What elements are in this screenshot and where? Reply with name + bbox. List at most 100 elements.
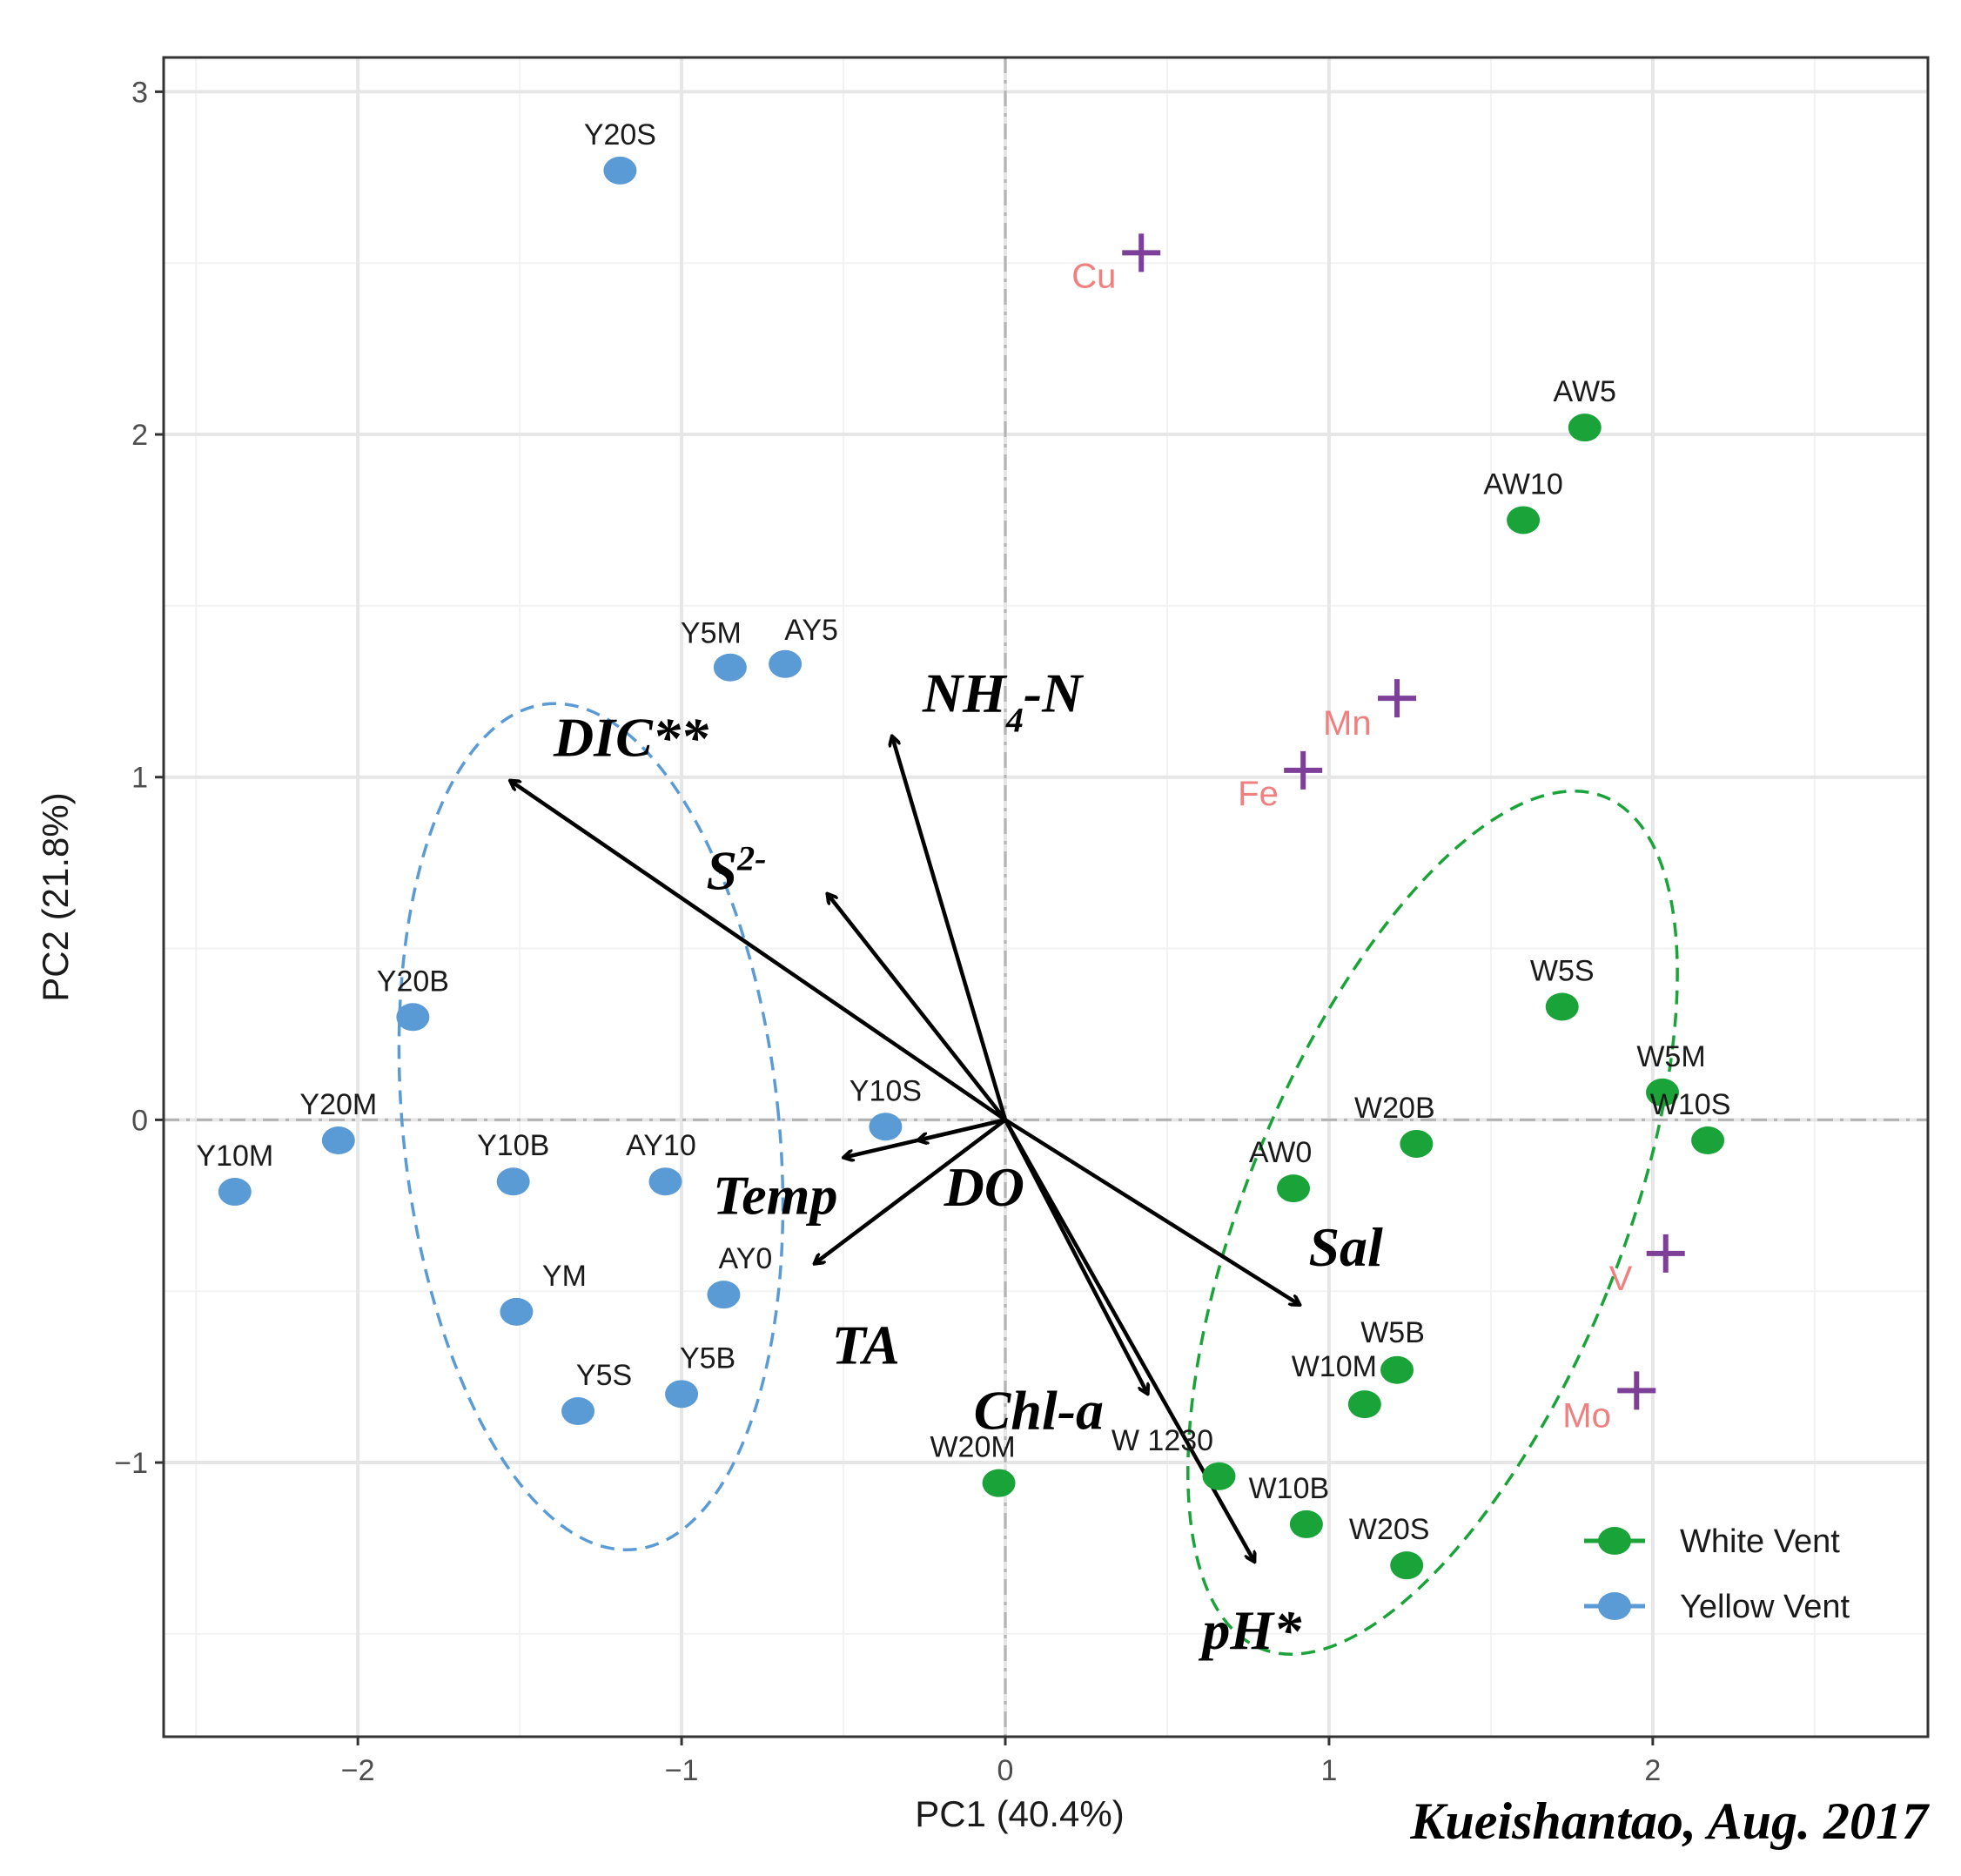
metal-marker-cu xyxy=(1122,233,1161,272)
x-axis-title: PC1 (40.4%) xyxy=(915,1793,1124,1834)
data-point-yellow-vent xyxy=(713,653,747,682)
metal-label-mo: Mo xyxy=(1562,1396,1611,1435)
confidence-ellipse-white-vent xyxy=(1186,789,1679,1656)
data-point-yellow-vent xyxy=(396,1003,430,1032)
data-point-white-vent xyxy=(1507,506,1541,535)
vector-label-ph: pH* xyxy=(1198,1599,1302,1661)
data-point-white-vent xyxy=(1347,1390,1381,1419)
point-label: W5M xyxy=(1636,1040,1705,1073)
y-tick-label: 2 xyxy=(131,419,148,452)
metal-marker-mo xyxy=(1617,1371,1656,1410)
metal-marker-mn xyxy=(1378,679,1417,718)
data-point-yellow-vent xyxy=(665,1380,699,1409)
y-tick-label: 3 xyxy=(131,76,148,109)
metal-marker-v xyxy=(1646,1234,1685,1273)
vector-arrow-ta xyxy=(815,1118,1007,1263)
vector-label-do: DO xyxy=(944,1156,1024,1218)
data-point-yellow-vent xyxy=(561,1397,595,1426)
vector-arrow-sal xyxy=(1004,1118,1299,1305)
point-label: AW0 xyxy=(1249,1136,1312,1169)
data-point-white-vent xyxy=(1380,1355,1414,1384)
point-label: AY0 xyxy=(719,1242,773,1275)
vector-label-s2: S2- xyxy=(707,838,767,901)
data-point-yellow-vent xyxy=(769,649,803,678)
legend-label: Yellow Vent xyxy=(1680,1589,1850,1625)
vector-label-chla: Chl-a xyxy=(974,1379,1104,1441)
figure-caption: Kueishantao, Aug. 2017 xyxy=(1409,1792,1930,1850)
plot-background xyxy=(164,57,1928,1737)
data-point-white-vent xyxy=(1691,1126,1725,1155)
legend-label: White Vent xyxy=(1680,1523,1840,1560)
point-label: AW5 xyxy=(1554,375,1616,408)
metal-marker-fe xyxy=(1284,750,1323,790)
data-point-white-vent xyxy=(1202,1462,1236,1490)
point-label: Y10M xyxy=(196,1140,273,1173)
vector-arrow-s2 xyxy=(827,894,1007,1121)
point-label: AY5 xyxy=(784,614,838,647)
y-axis-title: PC2 (21.8%) xyxy=(35,792,76,1001)
point-label: W10M xyxy=(1292,1350,1377,1383)
point-label: W20B xyxy=(1354,1092,1435,1125)
point-label: W5S xyxy=(1530,954,1595,987)
confidence-ellipse-yellow-vent xyxy=(397,702,785,1552)
data-point-yellow-vent xyxy=(218,1178,252,1207)
point-label: W20S xyxy=(1349,1513,1430,1546)
metal-label-mn: Mn xyxy=(1323,704,1372,743)
y-tick-label: 1 xyxy=(131,762,148,795)
data-point-white-vent xyxy=(1545,992,1579,1021)
legend-key-point xyxy=(1598,1527,1631,1555)
point-label: W10S xyxy=(1650,1088,1731,1121)
data-point-white-vent xyxy=(1400,1129,1434,1158)
y-tick-label: −1 xyxy=(114,1447,148,1480)
legend-item-yellow-vent: Yellow Vent xyxy=(1584,1589,1850,1625)
x-tick-label: −2 xyxy=(341,1754,375,1787)
vector-label-temp: Temp xyxy=(713,1165,837,1227)
x-tick-label: −1 xyxy=(665,1754,699,1787)
vector-label-ta: TA xyxy=(832,1315,900,1376)
point-label: W10B xyxy=(1249,1472,1330,1505)
data-point-white-vent xyxy=(1277,1174,1311,1203)
vector-label-sal: Sal xyxy=(1308,1216,1383,1278)
point-label: Y20B xyxy=(377,965,449,998)
point-label: W5B xyxy=(1360,1316,1425,1349)
y-tick-label: 0 xyxy=(131,1104,148,1137)
vector-arrow-dic xyxy=(510,781,1007,1122)
data-point-white-vent xyxy=(1568,414,1602,442)
data-point-white-vent xyxy=(1289,1510,1323,1538)
data-point-yellow-vent xyxy=(496,1167,530,1196)
point-label: Y20S xyxy=(584,118,656,151)
data-point-white-vent xyxy=(1646,1078,1680,1106)
plot-panel-border xyxy=(162,56,1930,1738)
data-point-yellow-vent xyxy=(707,1281,741,1309)
point-label: Y20M xyxy=(299,1088,377,1121)
metal-label-fe: Fe xyxy=(1238,775,1279,813)
data-point-yellow-vent xyxy=(648,1167,682,1196)
point-label: Y10S xyxy=(850,1074,922,1107)
data-point-yellow-vent xyxy=(321,1126,355,1155)
point-label: Y5M xyxy=(681,617,742,650)
point-label: Y10B xyxy=(477,1129,549,1162)
x-tick-label: 1 xyxy=(1320,1754,1337,1787)
x-tick-label: 0 xyxy=(997,1754,1014,1787)
vector-arrow-nh4n xyxy=(892,736,1008,1121)
vector-label-dic: DIC** xyxy=(553,707,709,769)
data-point-yellow-vent xyxy=(869,1113,903,1141)
x-tick-label: 2 xyxy=(1644,1754,1661,1787)
data-point-yellow-vent xyxy=(603,156,637,185)
point-label: Y5S xyxy=(576,1359,632,1392)
legend-key-point xyxy=(1598,1592,1631,1620)
point-label: YM xyxy=(542,1260,587,1293)
point-label: AW10 xyxy=(1483,467,1562,501)
metal-label-v: V xyxy=(1609,1260,1633,1298)
vector-arrow-do xyxy=(918,1118,1006,1140)
metal-label-cu: Cu xyxy=(1071,257,1116,295)
point-label: W20M xyxy=(930,1431,1015,1464)
point-label: AY10 xyxy=(626,1129,696,1162)
data-point-yellow-vent xyxy=(500,1297,534,1326)
point-label: W 1230 xyxy=(1111,1424,1213,1457)
point-label: Y5B xyxy=(680,1341,735,1375)
data-point-white-vent xyxy=(1390,1551,1424,1580)
legend-item-white-vent: White Vent xyxy=(1584,1523,1840,1560)
